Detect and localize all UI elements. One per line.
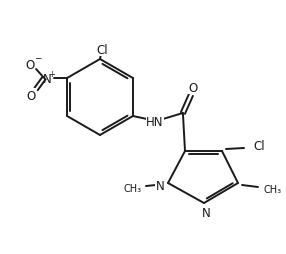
Text: CH₃: CH₃ [264, 184, 282, 194]
Text: −: − [34, 53, 42, 62]
Text: O: O [25, 58, 35, 71]
Text: CH₃: CH₃ [124, 183, 142, 193]
Text: N: N [43, 72, 51, 85]
Text: HN: HN [146, 115, 164, 128]
Text: Cl: Cl [96, 43, 108, 56]
Text: Cl: Cl [253, 140, 265, 153]
Text: O: O [27, 89, 36, 102]
Text: O: O [188, 81, 198, 94]
Text: +: + [49, 69, 55, 78]
Text: N: N [202, 207, 210, 220]
Text: N: N [156, 179, 164, 192]
